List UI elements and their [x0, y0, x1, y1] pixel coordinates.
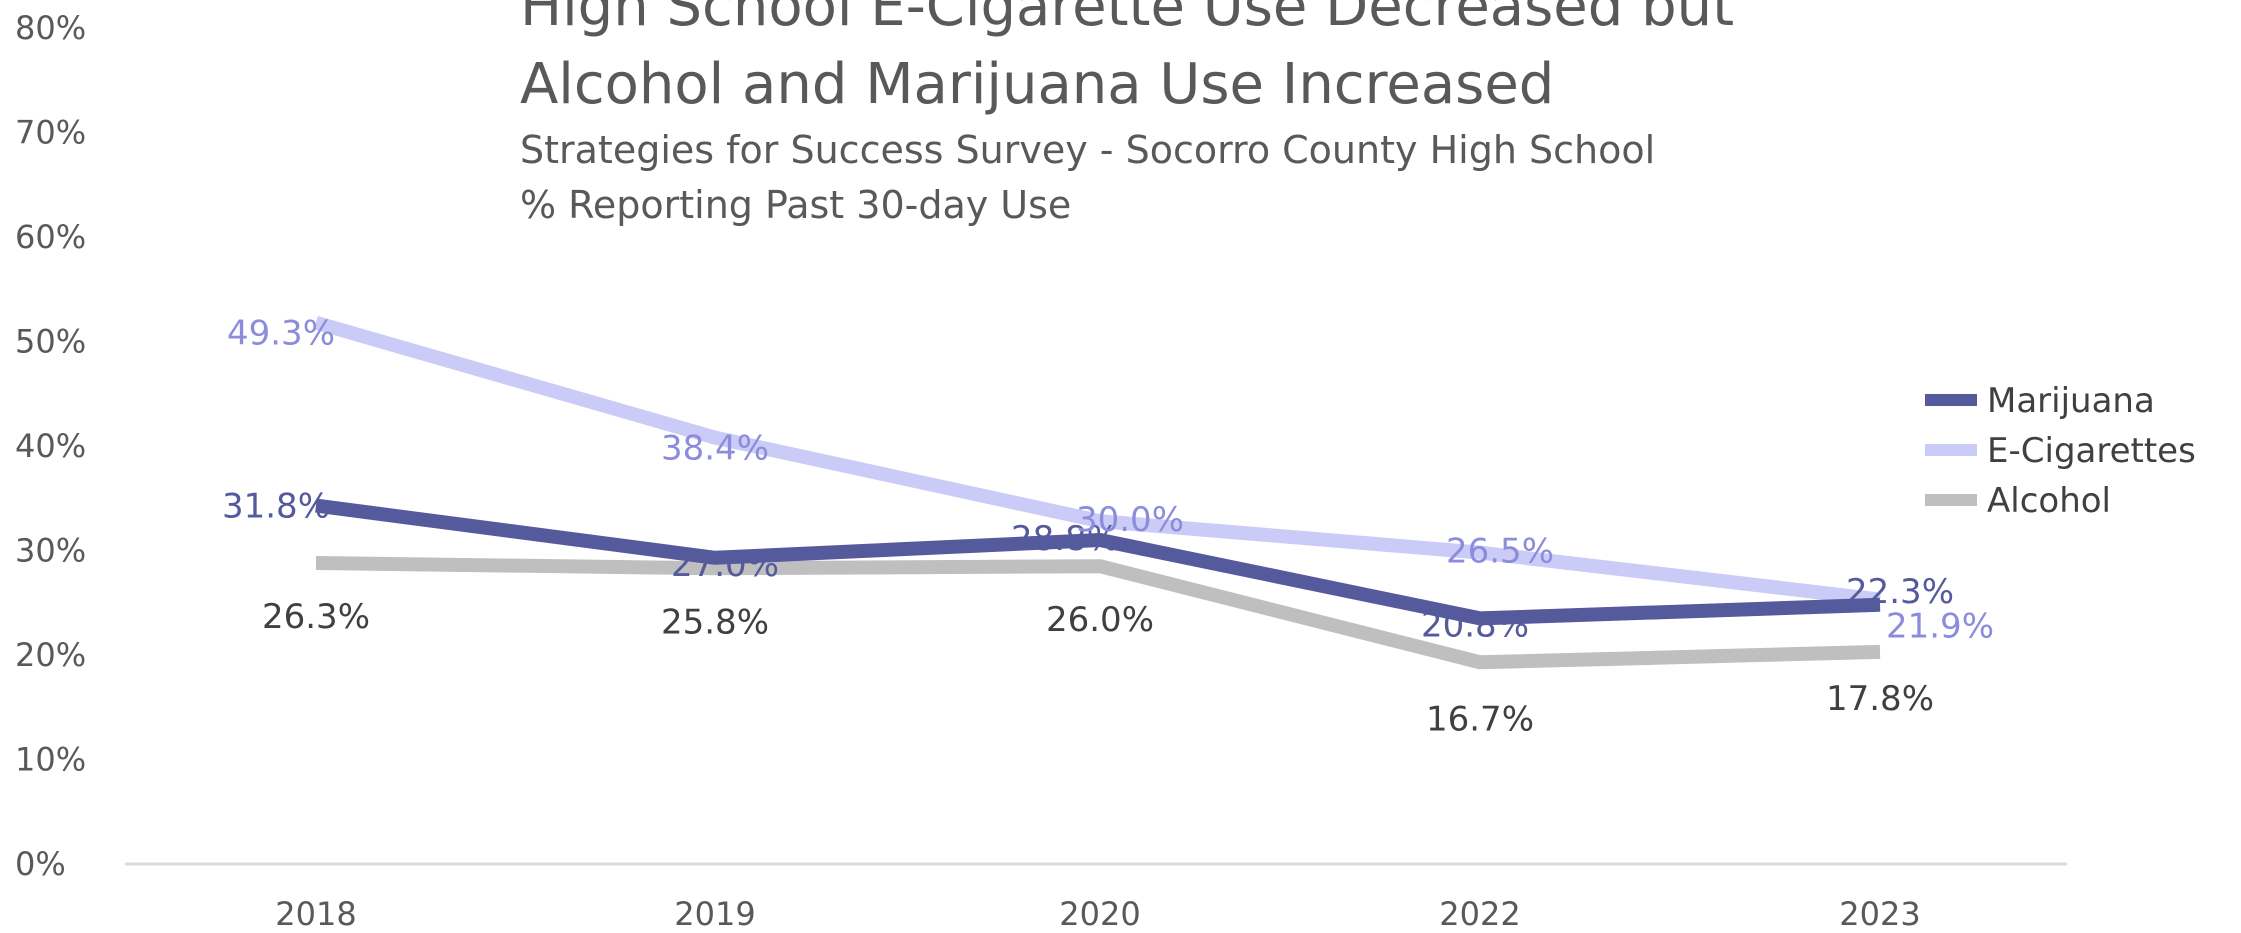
- legend-label: Marijuana: [1987, 381, 2155, 421]
- legend-label: Alcohol: [1987, 481, 2111, 521]
- y-tick-label: 70%: [15, 114, 86, 152]
- data-label: 16.7%: [1426, 699, 1534, 739]
- y-tick-label: 10%: [15, 741, 86, 779]
- series-line-alcohol: [315, 556, 1881, 670]
- title-line-2: Alcohol and Marijuana Use Increased: [520, 52, 1554, 117]
- y-tick-label: 40%: [15, 427, 86, 465]
- series-lines: [314, 315, 1881, 670]
- y-tick-label: 20%: [15, 636, 86, 674]
- y-axis: 0% 10% 20% 30% 40% 50% 60% 70% 80%: [15, 9, 86, 883]
- x-tick-label: 2022: [1439, 895, 1520, 933]
- series-line-marijuana: [315, 498, 1881, 626]
- data-label: 26.5%: [1446, 532, 1554, 572]
- data-label: 28.8%: [1011, 519, 1119, 559]
- legend: Marijuana E-Cigarettes Alcohol: [1925, 381, 2196, 521]
- data-label: 27.0%: [671, 545, 779, 585]
- title-line-1: High School E-Cigarette Use Decreased bu…: [520, 0, 1734, 39]
- data-label: 26.0%: [1046, 600, 1154, 640]
- x-tick-label: 2023: [1839, 895, 1920, 933]
- chart-title: High School E-Cigarette Use Decreased bu…: [520, 0, 1734, 227]
- subtitle-line-2: % Reporting Past 30-day Use: [520, 183, 1071, 227]
- data-label: 17.8%: [1826, 679, 1934, 719]
- data-label: 38.4%: [661, 429, 769, 469]
- y-tick-label: 30%: [15, 532, 86, 570]
- data-label: 21.9%: [1886, 607, 1994, 647]
- data-label: 25.8%: [661, 602, 769, 642]
- y-tick-label: 60%: [15, 218, 86, 256]
- data-labels: 31.8% 27.0% 28.8% 20.8% 22.3% 49.3% 38.4% 30.0%…: [222, 314, 1994, 740]
- legend-label: E-Cigarettes: [1987, 431, 2196, 471]
- y-tick-label: 50%: [15, 323, 86, 361]
- data-label: 26.3%: [262, 597, 370, 637]
- subtitle-line-1: Strategies for Success Survey - Socorro …: [520, 128, 1655, 172]
- x-axis: 2018 2019 2020 2022 2023: [275, 895, 1920, 933]
- data-label: 22.3%: [1846, 572, 1954, 612]
- y-tick-label: 0%: [15, 845, 66, 883]
- y-tick-label: 80%: [15, 9, 86, 47]
- data-label: 30.0%: [1076, 500, 1184, 540]
- x-tick-label: 2018: [275, 895, 356, 933]
- x-tick-label: 2020: [1059, 895, 1140, 933]
- data-label: 49.3%: [227, 314, 335, 354]
- series-line-e-cigarettes: [314, 315, 1881, 607]
- x-tick-label: 2019: [674, 895, 755, 933]
- data-label: 31.8%: [222, 487, 330, 527]
- data-label: 20.8%: [1421, 605, 1529, 645]
